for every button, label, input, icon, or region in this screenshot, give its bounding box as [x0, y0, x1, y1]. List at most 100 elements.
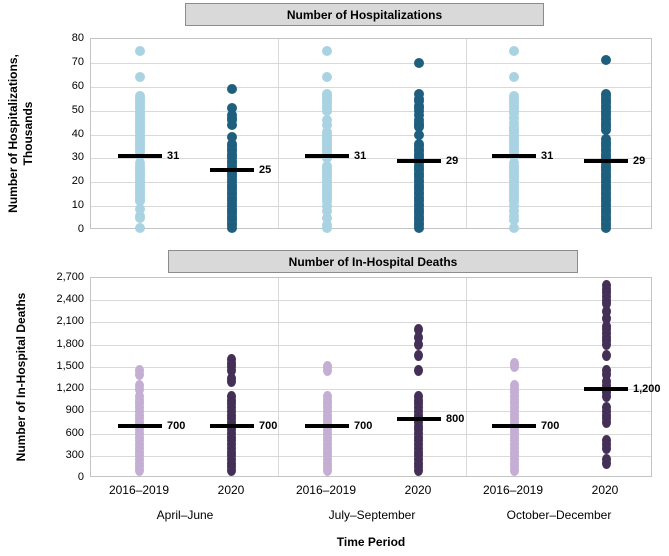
data-point [227, 465, 236, 476]
median-value-label: 800 [446, 413, 465, 425]
x-tick-label: 2020 [217, 483, 245, 497]
data-point [414, 332, 423, 343]
data-point [414, 339, 423, 350]
gridline [91, 389, 651, 390]
y-tick-label: 70 [71, 56, 84, 68]
data-point [602, 306, 611, 317]
x-tick-label: 2016–2019 [108, 483, 170, 497]
data-point [414, 324, 423, 335]
data-point [227, 365, 236, 376]
data-point [601, 223, 611, 233]
median-value-label: 31 [354, 150, 367, 162]
median-line [118, 154, 162, 158]
data-point [601, 55, 611, 65]
y-tick-label: 2,700 [56, 271, 84, 283]
data-point [227, 132, 237, 142]
y-axis-label-deaths: Number of In-Hospital Deaths [14, 277, 36, 477]
data-point [414, 350, 423, 361]
x-axis-title: Time Period [336, 535, 406, 549]
data-point [135, 204, 145, 214]
category-divider [466, 278, 467, 476]
data-point [414, 58, 424, 68]
data-point [414, 465, 423, 476]
median-line [584, 387, 628, 391]
data-point [135, 223, 145, 233]
gridline [91, 367, 651, 368]
median-value-label: 700 [167, 420, 186, 432]
median-value-label: 700 [541, 420, 560, 432]
median-line [492, 154, 536, 158]
y-tick-label: 80 [71, 32, 84, 44]
data-point [227, 84, 237, 94]
median-line [210, 424, 254, 428]
y-tick-label: 1,800 [56, 338, 84, 350]
median-value-label: 31 [167, 150, 180, 162]
median-line [305, 424, 349, 428]
data-point [135, 46, 145, 56]
median-value-label: 25 [259, 164, 272, 176]
median-line [584, 159, 628, 163]
data-point [322, 106, 332, 116]
median-line [397, 159, 441, 163]
median-value-label: 1,200 [633, 383, 661, 395]
median-line [305, 154, 349, 158]
data-point [323, 465, 332, 476]
data-point [322, 223, 332, 233]
median-line [397, 417, 441, 421]
median-value-label: 31 [541, 150, 554, 162]
data-point [135, 465, 144, 476]
y-tick-label: 0 [77, 471, 84, 483]
data-point [602, 443, 611, 454]
y-tick-label: 300 [65, 449, 84, 461]
data-point [509, 215, 519, 225]
data-point [135, 384, 144, 395]
gridline [91, 456, 651, 457]
y-axis-label-line2: Thousands [21, 101, 35, 166]
data-point [227, 103, 237, 113]
median-value-label: 29 [446, 155, 459, 167]
y-tick-label: 1,500 [56, 360, 84, 372]
x-tick-label: 2016–2019 [482, 483, 544, 497]
data-point [509, 72, 519, 82]
panel-title-deaths: Number of In-Hospital Deaths [168, 250, 578, 273]
gridline [91, 434, 651, 435]
y-tick-label: 2,400 [56, 293, 84, 305]
y-tick-label: 30 [71, 151, 84, 163]
data-point [602, 458, 611, 469]
x-group-label: October–December [506, 508, 612, 522]
gridline [91, 63, 651, 64]
data-point [414, 122, 424, 132]
plot-area-hospitalizations: 31 25 31 29 31 29 [90, 38, 652, 233]
data-point [322, 206, 332, 216]
data-point [322, 72, 332, 82]
data-point [510, 465, 519, 476]
x-tick-label: 2020 [404, 483, 432, 497]
data-point [227, 120, 237, 130]
gridline [91, 111, 651, 112]
x-tick-label: 2020 [591, 483, 619, 497]
gridline [91, 345, 651, 346]
data-point [601, 125, 611, 135]
y-tick-label: 1,200 [56, 382, 84, 394]
x-group-label: April–June [156, 508, 214, 522]
data-point [323, 365, 332, 376]
data-point [135, 72, 145, 82]
gridline [91, 300, 651, 301]
x-group-label: July–September [328, 508, 416, 522]
data-point [227, 223, 237, 233]
data-point [509, 46, 519, 56]
gridline [91, 87, 651, 88]
gridline [91, 182, 651, 183]
data-point [510, 361, 519, 372]
data-point [414, 365, 423, 376]
data-point [602, 369, 611, 380]
gridline [91, 158, 651, 159]
y-tick-label: 10 [71, 199, 84, 211]
panel-title-hospitalizations: Number of Hospitalizations [185, 3, 544, 26]
gridline [91, 411, 651, 412]
category-divider [278, 39, 279, 228]
data-point [135, 213, 145, 223]
data-point [135, 196, 145, 206]
data-point [602, 391, 611, 402]
